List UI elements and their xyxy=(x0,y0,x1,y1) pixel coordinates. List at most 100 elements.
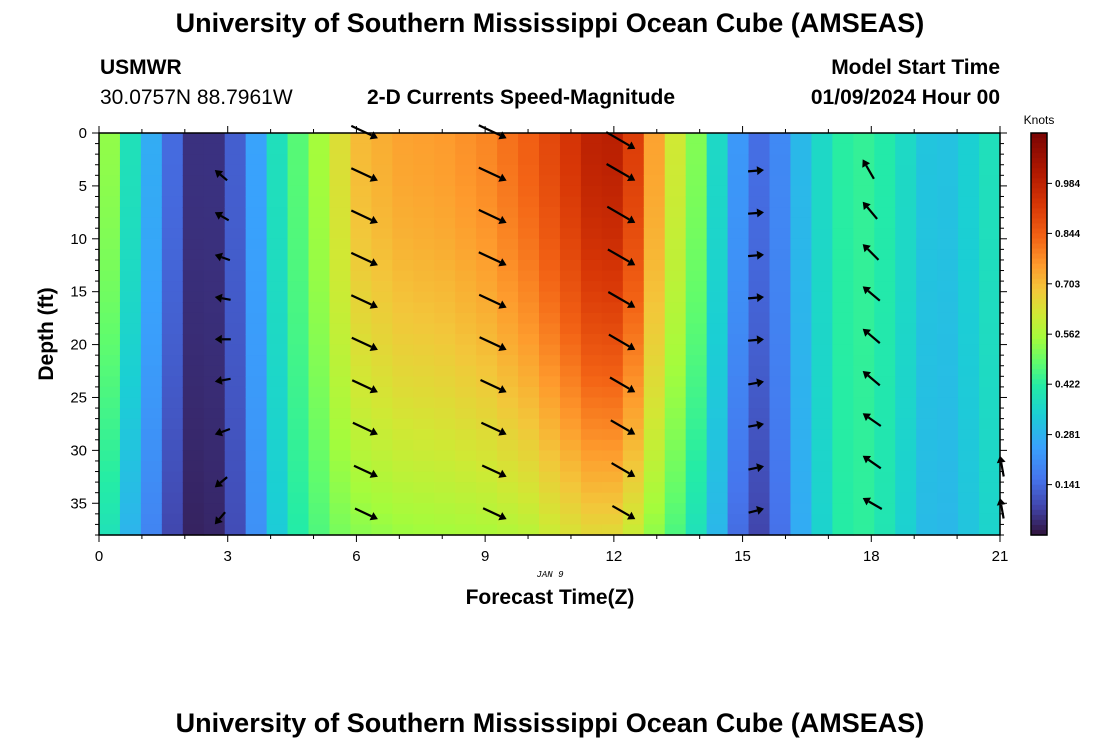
heatmap-cell xyxy=(287,323,310,335)
heatmap-cell xyxy=(308,175,331,187)
heatmap-cell xyxy=(392,270,414,282)
heatmap-cell xyxy=(559,492,582,504)
heatmap-cell xyxy=(685,164,708,176)
heatmap-cell xyxy=(203,259,226,272)
heatmap-cell xyxy=(643,207,666,219)
heatmap-cell xyxy=(559,217,582,229)
heatmap-cell xyxy=(119,154,142,166)
heatmap-cell xyxy=(685,376,708,388)
heatmap-cell xyxy=(811,492,833,504)
heatmap-cell xyxy=(518,207,540,219)
heatmap-cell xyxy=(392,291,414,303)
heatmap-cell xyxy=(308,355,331,367)
heatmap-cell xyxy=(392,418,414,430)
heatmap-cell xyxy=(539,302,561,314)
heatmap-cell xyxy=(224,471,247,483)
heatmap-cell xyxy=(790,302,813,314)
heatmap-cell xyxy=(329,492,352,504)
heatmap-cell xyxy=(685,238,708,250)
heatmap-cell xyxy=(308,376,331,388)
heatmap-cell xyxy=(245,270,268,282)
heatmap-cell xyxy=(580,418,603,430)
heatmap-cell xyxy=(182,492,205,504)
heatmap-cell xyxy=(895,355,917,367)
heatmap-cell xyxy=(664,154,687,166)
heatmap-cell xyxy=(266,281,289,293)
heatmap-cell xyxy=(266,503,289,515)
heatmap-cell xyxy=(266,259,289,272)
heatmap-cell xyxy=(308,323,331,335)
heatmap-cell xyxy=(832,503,854,515)
heatmap-cell xyxy=(434,270,456,282)
heatmap-cell xyxy=(329,334,352,346)
heatmap-cell xyxy=(790,439,813,451)
heatmap-cell xyxy=(727,291,750,303)
heatmap-cell xyxy=(832,323,854,335)
heatmap-cell xyxy=(434,376,456,388)
current-vector-head xyxy=(756,208,764,218)
heatmap-cell xyxy=(580,143,603,155)
heatmap-cell xyxy=(853,334,875,346)
heatmap-cell xyxy=(853,143,875,155)
heatmap-cell xyxy=(329,185,352,198)
heatmap-cell xyxy=(811,429,833,441)
heatmap-cell xyxy=(203,524,226,536)
heatmap-cell xyxy=(790,450,813,462)
heatmap-cell xyxy=(434,492,456,504)
heatmap-cell xyxy=(392,207,414,219)
heatmap-cell xyxy=(748,492,771,504)
heatmap-cell xyxy=(790,334,813,346)
current-vector-shaft xyxy=(350,209,372,221)
heatmap-cell xyxy=(182,460,205,473)
heatmap-cell xyxy=(622,281,645,293)
heatmap-cell xyxy=(99,334,121,346)
heatmap-cell xyxy=(979,386,1001,399)
heatmap-cell xyxy=(769,291,792,303)
heatmap-cell xyxy=(140,418,163,430)
heatmap-cell xyxy=(874,513,896,526)
heatmap-cell xyxy=(895,397,917,409)
heatmap-cell xyxy=(622,185,645,198)
current-vector-head xyxy=(498,385,507,394)
heatmap-cell xyxy=(979,164,1001,176)
heatmap-cell xyxy=(476,312,498,325)
current-vector-head xyxy=(756,378,764,388)
colorbar-segment xyxy=(1031,328,1047,335)
heatmap-cell xyxy=(580,133,603,145)
heatmap-cell xyxy=(685,386,708,399)
heatmap-cell xyxy=(832,217,854,229)
heatmap-cell xyxy=(392,238,414,250)
heatmap-cell xyxy=(518,270,540,282)
heatmap-cell xyxy=(706,450,729,462)
heatmap-cell xyxy=(497,291,519,303)
heatmap-cell xyxy=(790,513,813,526)
heatmap-cell xyxy=(518,503,540,515)
heatmap-cell xyxy=(455,323,477,335)
heatmap-cell xyxy=(350,238,372,250)
heatmap-cell xyxy=(895,471,917,483)
heatmap-cell xyxy=(727,471,750,483)
heatmap-cell xyxy=(245,228,268,240)
heatmap-cell xyxy=(518,154,540,166)
heatmap-cell xyxy=(371,238,393,250)
heatmap-cell xyxy=(853,154,875,166)
heatmap-cell xyxy=(203,513,226,526)
heatmap-cell xyxy=(769,228,792,240)
heatmap-cell xyxy=(811,185,833,198)
heatmap-cell xyxy=(287,365,310,377)
heatmap-cell xyxy=(308,228,331,240)
heatmap-cell xyxy=(979,482,1001,494)
heatmap-cell xyxy=(434,355,456,367)
heatmap-cell xyxy=(99,312,121,325)
heatmap-cell xyxy=(601,524,624,536)
current-vector-shaft xyxy=(611,462,630,475)
current-vector-shaft xyxy=(218,511,226,520)
heatmap-cell xyxy=(245,323,268,335)
heatmap-cell xyxy=(664,450,687,462)
heatmap-cell xyxy=(161,164,184,176)
heatmap-cell xyxy=(308,259,331,272)
heatmap-cell xyxy=(706,355,729,367)
heatmap-cell xyxy=(266,164,289,176)
heatmap-cell xyxy=(769,397,792,409)
heatmap-cell xyxy=(958,196,980,208)
